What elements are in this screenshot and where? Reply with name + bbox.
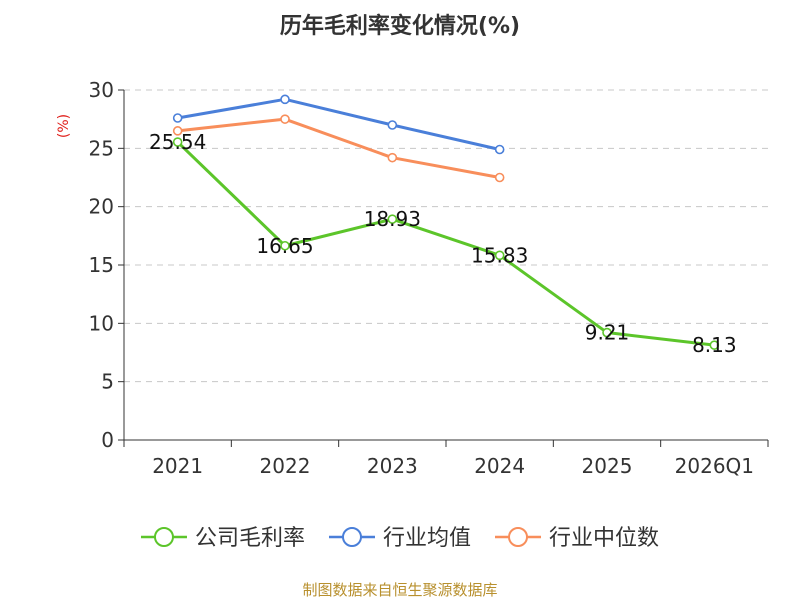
data-point (172, 137, 183, 147)
y-tick-label: 0 (101, 428, 114, 452)
data-point (387, 152, 398, 163)
data-source-note: 制图数据来自恒生聚源数据库 (302, 581, 497, 599)
y-tick-label: 20 (89, 195, 114, 219)
x-tick-label: 2021 (152, 454, 203, 478)
y-tick-label: 5 (101, 370, 114, 394)
series-公司毛利率 (172, 137, 720, 350)
data-label: 25.54 (149, 130, 206, 154)
legend-circle-symbol (508, 527, 529, 547)
x-tick-label: 2025 (582, 454, 633, 478)
legend-circle-symbol (153, 527, 174, 547)
data-label: 8.13 (692, 333, 737, 357)
y-tick-label: 15 (89, 253, 114, 277)
data-labels: 25.54 16.65 18.93 15.83 9.21 8.13 (149, 130, 737, 357)
data-label: 15.83 (471, 243, 528, 267)
data-label: 18.93 (364, 207, 421, 231)
chart-title: 历年毛利率变化情况(%) (280, 13, 520, 39)
data-point (280, 94, 290, 105)
data-point (494, 250, 505, 261)
data-label: 9.21 (585, 321, 630, 345)
series-line (177, 117, 500, 179)
data-point (172, 126, 183, 136)
legend-item-行业中位数[interactable]: 行业中位数 (495, 526, 659, 551)
x-tick-label: 2023 (367, 454, 418, 478)
legend-label: 行业均值 (383, 526, 471, 551)
series-行业均值 (172, 94, 505, 155)
grid-lines (124, 89, 768, 383)
x-tick-label: 2022 (260, 454, 311, 478)
y-axis-unit-label: (%) (56, 114, 72, 138)
legend-circle-symbol (341, 527, 362, 547)
y-tick-label: 30 (89, 78, 114, 102)
series-lines (172, 94, 720, 350)
data-point (387, 214, 398, 224)
legend-item-行业均值[interactable]: 行业均值 (328, 526, 471, 551)
series-行业中位数 (172, 114, 505, 183)
series-line (177, 97, 501, 151)
data-point (494, 172, 505, 183)
data-point (602, 327, 612, 338)
legend-item-公司毛利率[interactable]: 公司毛利率 (140, 526, 305, 551)
data-point (387, 120, 398, 130)
x-tick-label: 2026Q1 (675, 454, 754, 478)
y-tick-label: 10 (89, 311, 114, 335)
x-tick-label: 2024 (474, 454, 525, 478)
y-tick-label: 25 (89, 136, 114, 160)
data-label: 16.65 (256, 234, 313, 258)
legend-label: 公司毛利率 (195, 526, 305, 551)
data-point (709, 340, 720, 350)
data-point (494, 144, 505, 155)
legend[interactable]: 公司毛利率 行业均值 行业中位数 (140, 526, 659, 551)
data-point (280, 240, 290, 251)
data-point (280, 114, 290, 124)
legend-label: 行业中位数 (549, 526, 659, 551)
series-line (176, 140, 715, 347)
data-point (172, 113, 183, 123)
